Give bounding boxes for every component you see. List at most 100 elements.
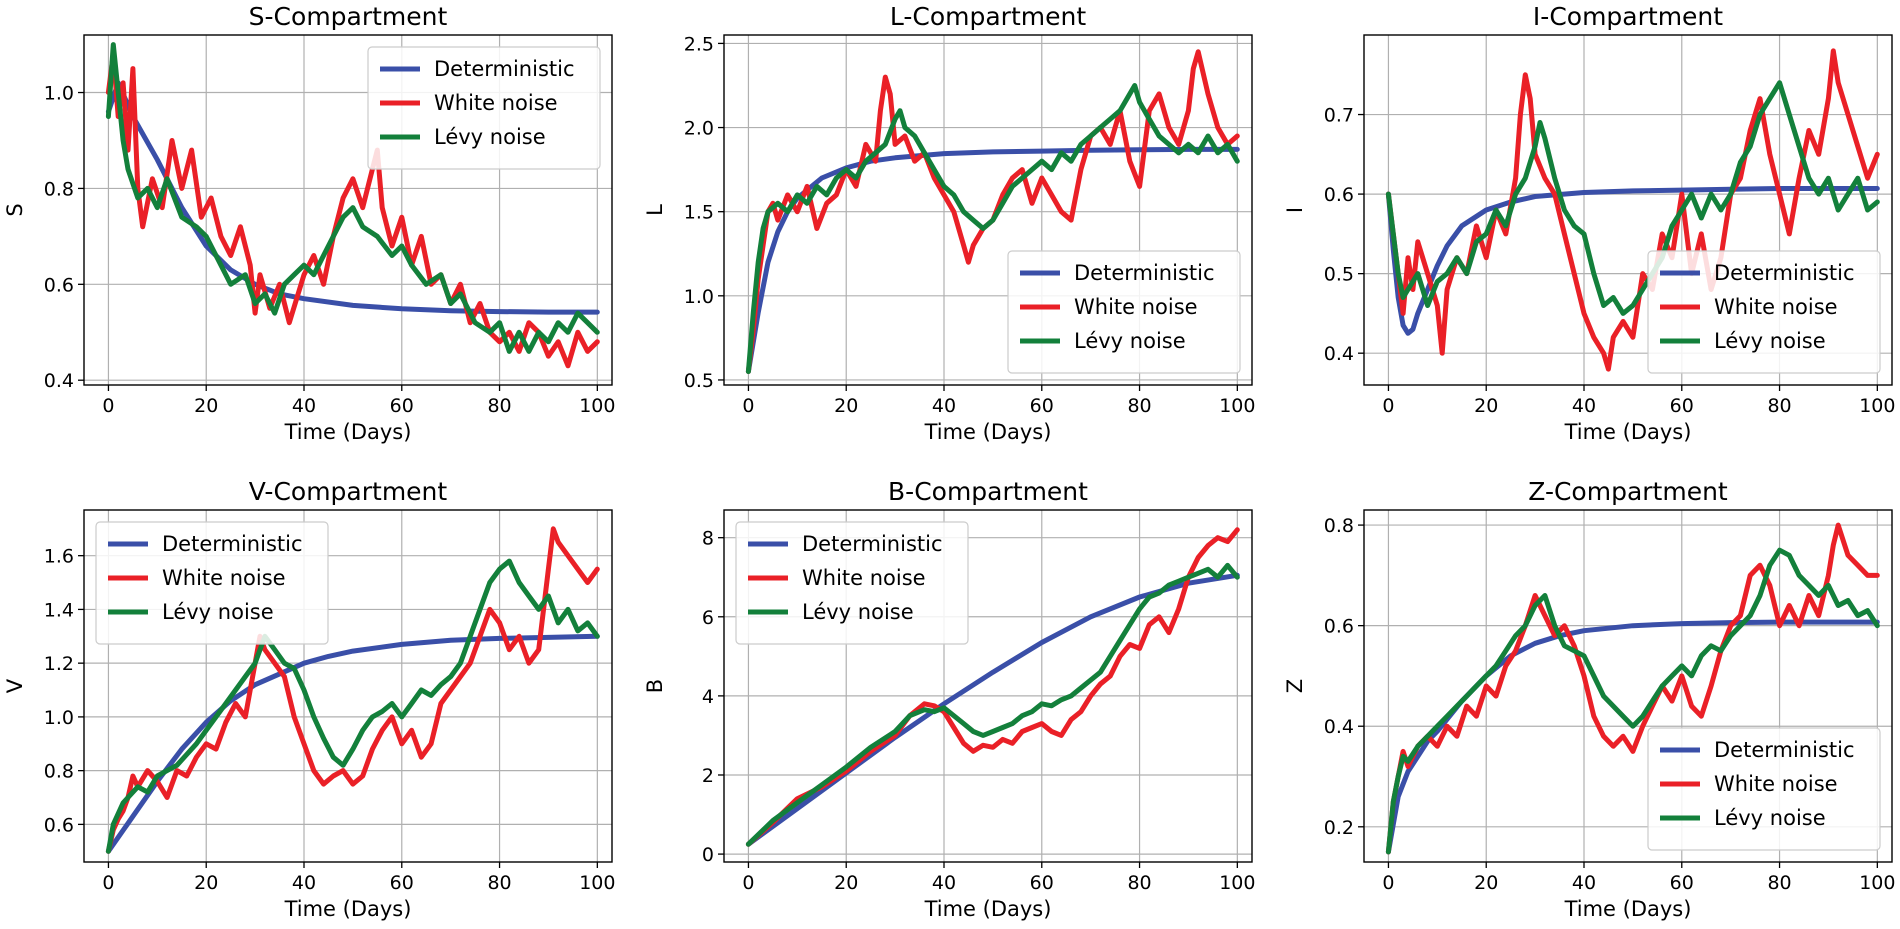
chart-2-y-tick-label-3: 0.7 bbox=[1324, 105, 1354, 127]
chart-0-y-tick-label-2: 0.8 bbox=[44, 178, 74, 200]
chart-1-x-tick-label-0: 0 bbox=[742, 395, 754, 417]
chart-3-legend-label-levy_noise: Lévy noise bbox=[162, 600, 274, 624]
chart-1-y-tick-label-0: 0.5 bbox=[684, 370, 714, 392]
chart-3-x-tick-label-3: 60 bbox=[390, 872, 414, 894]
chart-panel-4: 0 20 40 60 80 100 0 2 4 6 8 B-Compartment Time (Days… bbox=[643, 477, 1255, 921]
chart-5-x-axis-label: Time (Days) bbox=[1564, 897, 1692, 921]
chart-4-title: B-Compartment bbox=[888, 477, 1088, 506]
chart-4-y-tick-label-3: 6 bbox=[702, 607, 714, 629]
chart-5-legend: Deterministic White noise Lévy noise bbox=[1647, 727, 1881, 851]
chart-0-x-tick-label-5: 100 bbox=[579, 395, 615, 417]
chart-2-title: I-Compartment bbox=[1533, 2, 1723, 31]
chart-0-legend-label-white_noise: White noise bbox=[434, 91, 558, 115]
chart-panel-0: 0 20 40 60 80 100 0.4 0.6 0.8 1.0 S-Compartment Tim… bbox=[3, 2, 615, 444]
chart-4-x-tick-label-4: 80 bbox=[1127, 872, 1151, 894]
chart-0-x-tick-label-3: 60 bbox=[390, 395, 414, 417]
chart-0-y-axis-label: S bbox=[3, 203, 27, 216]
chart-5-x-tick-label-3: 60 bbox=[1670, 872, 1694, 894]
chart-1-x-tick-label-1: 20 bbox=[834, 395, 858, 417]
chart-2-x-tick-label-4: 80 bbox=[1767, 395, 1791, 417]
chart-1-series-deterministic-line bbox=[745, 146, 1240, 374]
chart-1-series-levy_noise-line bbox=[745, 83, 1240, 374]
chart-0-y-tick-label-3: 1.0 bbox=[44, 83, 74, 105]
chart-4-x-tick-label-2: 40 bbox=[932, 872, 956, 894]
chart-5-x-tick-label-0: 0 bbox=[1382, 872, 1394, 894]
chart-3-x-tick-label-1: 20 bbox=[194, 872, 218, 894]
chart-0-x-tick-label-1: 20 bbox=[194, 395, 218, 417]
chart-3-x-tick-label-2: 40 bbox=[292, 872, 316, 894]
chart-0-axes-frame bbox=[83, 34, 613, 386]
chart-2-y-axis-label: I bbox=[1283, 207, 1307, 213]
chart-2-x-tick-label-2: 40 bbox=[1572, 395, 1596, 417]
chart-3-y-tick-label-5: 1.6 bbox=[44, 546, 74, 568]
chart-4-legend: Deterministic White noise Lévy noise bbox=[735, 521, 969, 645]
chart-1-y-tick-label-3: 2.0 bbox=[684, 118, 714, 140]
chart-3-y-tick-label-4: 1.4 bbox=[44, 599, 74, 621]
chart-3-y-tick-label-0: 0.6 bbox=[44, 814, 74, 836]
chart-0-x-tick-label-0: 0 bbox=[102, 395, 114, 417]
chart-2-y-tick-label-2: 0.6 bbox=[1324, 184, 1354, 206]
chart-5-series-deterministic-line bbox=[1385, 619, 1880, 855]
chart-3-series-levy_noise-line bbox=[105, 558, 600, 854]
chart-4-x-axis-label: Time (Days) bbox=[924, 897, 1052, 921]
chart-3-x-axis-label: Time (Days) bbox=[284, 897, 412, 921]
chart-0-legend-label-levy_noise: Lévy noise bbox=[434, 125, 546, 149]
chart-4-y-tick-label-4: 8 bbox=[702, 528, 714, 550]
chart-3-legend-label-deterministic: Deterministic bbox=[162, 532, 303, 556]
chart-3-title: V-Compartment bbox=[249, 477, 448, 506]
chart-2-legend: Deterministic White noise Lévy noise bbox=[1647, 250, 1881, 374]
chart-4-legend-label-white_noise: White noise bbox=[802, 566, 926, 590]
chart-4-legend-label-deterministic: Deterministic bbox=[802, 532, 943, 556]
chart-1-legend-box bbox=[1007, 250, 1241, 374]
chart-2-x-axis-label: Time (Days) bbox=[1564, 420, 1692, 444]
chart-4-y-tick-label-2: 4 bbox=[702, 686, 714, 708]
chart-4-series-levy_noise-line bbox=[745, 562, 1240, 847]
chart-5-legend-box bbox=[1647, 727, 1881, 851]
chart-2-y-tick-label-1: 0.5 bbox=[1324, 264, 1354, 286]
chart-3-series-white_noise-line bbox=[105, 526, 600, 854]
chart-1-title: L-Compartment bbox=[890, 2, 1086, 31]
chart-2-x-tick-label-3: 60 bbox=[1670, 395, 1694, 417]
chart-5-y-tick-label-2: 0.6 bbox=[1324, 616, 1354, 638]
chart-4-x-tick-label-3: 60 bbox=[1030, 872, 1054, 894]
chart-3-legend-box bbox=[95, 521, 329, 645]
chart-3-legend-label-white_noise: White noise bbox=[162, 566, 286, 590]
chart-0-x-axis-label: Time (Days) bbox=[284, 420, 412, 444]
chart-1-y-tick-label-2: 1.5 bbox=[684, 202, 714, 224]
chart-0-legend: Deterministic White noise Lévy noise bbox=[367, 46, 601, 170]
chart-5-x-tick-label-4: 80 bbox=[1767, 872, 1791, 894]
chart-1-y-axis-label: L bbox=[643, 204, 667, 216]
chart-5-legend-label-white_noise: White noise bbox=[1714, 772, 1838, 796]
chart-2-series-white_noise-line bbox=[1385, 48, 1880, 372]
chart-0-series-levy_noise-line bbox=[105, 42, 600, 354]
chart-panel-2: 0 20 40 60 80 100 0.4 0.5 0.6 0.7 I-Compartment Tim… bbox=[1283, 2, 1895, 444]
chart-1-x-tick-label-3: 60 bbox=[1030, 395, 1054, 417]
chart-1-y-tick-label-1: 1.0 bbox=[684, 286, 714, 308]
chart-1-series-white_noise-line bbox=[745, 49, 1240, 374]
chart-2-legend-box bbox=[1647, 250, 1881, 374]
chart-1-x-tick-label-4: 80 bbox=[1127, 395, 1151, 417]
chart-0-legend-label-deterministic: Deterministic bbox=[434, 57, 575, 81]
chart-5-legend-label-deterministic: Deterministic bbox=[1714, 738, 1855, 762]
chart-4-x-tick-label-0: 0 bbox=[742, 872, 754, 894]
chart-2-x-tick-label-0: 0 bbox=[1382, 395, 1394, 417]
chart-3-axes-frame bbox=[83, 509, 613, 863]
chart-2-x-tick-label-1: 20 bbox=[1474, 395, 1498, 417]
chart-3-y-tick-label-2: 1.0 bbox=[44, 707, 74, 729]
chart-1-axes-frame bbox=[723, 34, 1253, 386]
chart-4-x-tick-label-5: 100 bbox=[1219, 872, 1255, 894]
chart-2-x-tick-label-5: 100 bbox=[1859, 395, 1895, 417]
chart-panel-1: 0 20 40 60 80 100 0.5 1.0 1.5 2.0 2.5 L-Compartment… bbox=[643, 2, 1255, 444]
chart-3-y-axis-label: V bbox=[3, 678, 27, 693]
chart-1-legend: Deterministic White noise Lévy noise bbox=[1007, 250, 1241, 374]
chart-3-x-tick-label-0: 0 bbox=[102, 872, 114, 894]
chart-4-x-tick-label-1: 20 bbox=[834, 872, 858, 894]
chart-4-legend-label-levy_noise: Lévy noise bbox=[802, 600, 914, 624]
chart-0-title: S-Compartment bbox=[249, 2, 448, 31]
chart-5-x-tick-label-1: 20 bbox=[1474, 872, 1498, 894]
chart-5-x-tick-label-5: 100 bbox=[1859, 872, 1895, 894]
chart-2-y-tick-label-0: 0.4 bbox=[1324, 343, 1354, 365]
chart-0-x-tick-label-4: 80 bbox=[487, 395, 511, 417]
chart-5-x-tick-label-2: 40 bbox=[1572, 872, 1596, 894]
